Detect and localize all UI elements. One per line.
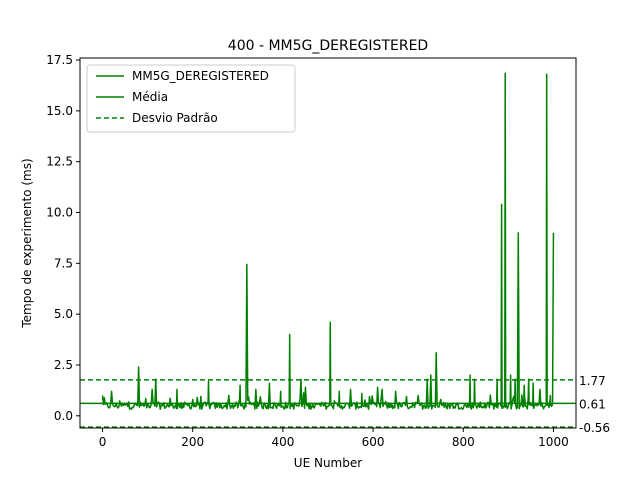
x-axis-title: UE Number — [294, 456, 362, 470]
x-axis: 0 200 400 600 800 1000 — [99, 428, 569, 449]
annotation-lower: -0.56 — [579, 421, 610, 435]
y-tick-label: 5.0 — [54, 307, 73, 321]
y-tick-label: 17.5 — [46, 53, 73, 67]
legend-box — [86, 64, 296, 133]
legend-label-series: MM5G_DEREGISTERED — [132, 69, 269, 83]
legend-label-stddev: Desvio Padrão — [132, 111, 218, 125]
y-tick-label: 10.0 — [46, 206, 73, 220]
y-axis-title: Tempo de experimento (ms) — [20, 158, 34, 328]
annotation-mean: 0.61 — [579, 397, 606, 411]
y-tick-label: 15.0 — [46, 104, 73, 118]
y-tick-label: 7.5 — [54, 256, 73, 270]
y-tick-label: 2.5 — [54, 358, 73, 372]
series-line-mm5g-deregistered — [101, 72, 555, 410]
y-tick-label: 0.0 — [54, 409, 73, 423]
x-tick-label: 800 — [452, 435, 475, 449]
annotation-upper: 1.77 — [579, 374, 606, 388]
x-tick-label: 600 — [362, 435, 385, 449]
legend: MM5G_DEREGISTERED Média Desvio Padrão — [86, 64, 296, 133]
x-tick-label: 1000 — [538, 435, 569, 449]
plot-area — [80, 72, 576, 428]
x-tick-label: 400 — [271, 435, 294, 449]
plot-frame — [79, 57, 577, 429]
legend-label-mean: Média — [132, 90, 168, 104]
y-tick-label: 12.5 — [46, 155, 73, 169]
chart-title: 400 - MM5G_DEREGISTERED — [228, 38, 428, 54]
stat-annotations: 1.77 0.61 -0.56 — [579, 374, 610, 435]
x-tick-label: 0 — [99, 435, 107, 449]
y-axis: 0.0 2.5 5.0 7.5 10.0 12.5 15.0 17.5 — [46, 53, 80, 423]
x-tick-label: 200 — [181, 435, 204, 449]
